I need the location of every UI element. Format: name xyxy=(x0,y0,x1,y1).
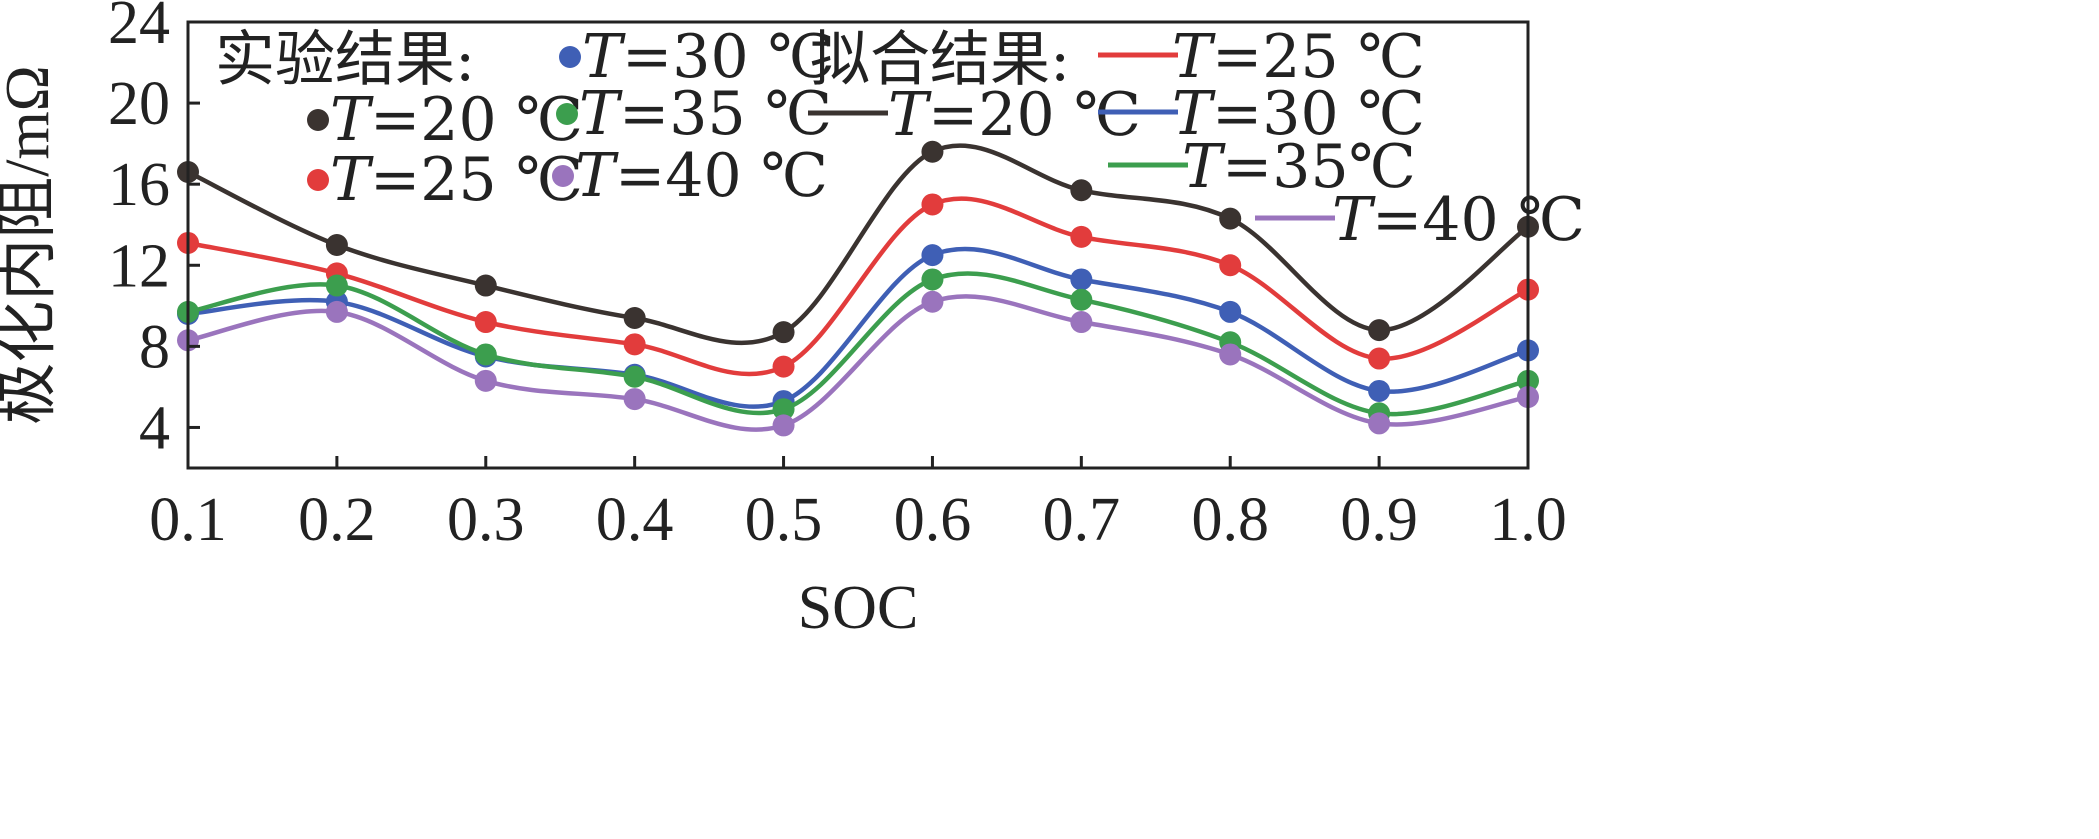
x-tick-label: 1.0 xyxy=(1489,486,1567,554)
data-point-series-1 xyxy=(623,333,646,356)
legend-entry-experimental-text: =25 ℃ xyxy=(370,145,583,215)
data-point-series-2 xyxy=(921,244,944,267)
legend-entry-experimental: T=30 ℃ xyxy=(582,22,835,92)
x-tick-label: 0.5 xyxy=(745,486,823,554)
legend-entry-fitted: T=35℃ xyxy=(1182,132,1416,202)
data-point-series-0 xyxy=(474,274,497,297)
legend-entry-fitted-text: =20 ℃ xyxy=(928,80,1141,150)
fit-line-series-0 xyxy=(187,143,1530,346)
fit-line-series-1 xyxy=(187,196,1529,377)
data-point-series-1 xyxy=(1219,254,1242,277)
data-point-series-4 xyxy=(623,388,646,411)
fit-line-series-3 xyxy=(187,271,1529,417)
legend-entry-fitted-prefix: T xyxy=(1172,22,1216,92)
data-point-series-4 xyxy=(921,290,944,313)
legend-entry-fitted: T=20 ℃ xyxy=(888,80,1141,150)
data-point-series-0 xyxy=(1219,207,1242,230)
legend-entry-experimental-prefix: T xyxy=(330,145,374,215)
legend-entry-fitted-prefix: T xyxy=(888,80,932,150)
x-tick-label: 0.4 xyxy=(596,486,674,554)
x-tick-label: 0.8 xyxy=(1191,486,1269,554)
data-point-series-2 xyxy=(1219,300,1242,323)
x-axis-title: SOC xyxy=(798,574,919,642)
data-point-series-3 xyxy=(623,365,646,388)
axes-group: 0.1 0.2 0.3 0.4 0.5 0.6 0.7 0.8 0.9 1.0 4 8 12 16 20 24 xyxy=(108,0,1567,554)
legend-entry-experimental-text: =35 ℃ xyxy=(619,79,832,149)
y-tick-label: 8 xyxy=(139,313,170,381)
data-point-series-4 xyxy=(474,369,497,392)
legend: 实验结果: 拟合结果:T=20 ℃T=25 ℃T=30 ℃T=35 ℃T=40 ℃… xyxy=(215,22,1585,255)
data-point-series-1 xyxy=(474,311,497,334)
legend-marker-experimental xyxy=(307,109,329,131)
legend-entry-fitted: T=30 ℃ xyxy=(1172,79,1425,149)
data-point-series-0 xyxy=(623,306,646,329)
y-tick-label: 20 xyxy=(108,70,170,138)
data-point-series-3 xyxy=(474,343,497,366)
data-point-series-0 xyxy=(325,234,348,256)
legend-entry-experimental-prefix: T xyxy=(579,79,623,149)
legend-marker-experimental xyxy=(559,46,581,68)
legend-entry-fitted: T=40 ℃ xyxy=(1332,185,1585,255)
x-tick-label: 0.2 xyxy=(298,486,376,554)
data-point-series-3 xyxy=(1070,288,1093,311)
plot-area-frame xyxy=(186,20,1530,470)
data-point-series-0 xyxy=(921,140,944,163)
x-tick-label: 0.6 xyxy=(894,486,972,554)
data-point-series-1 xyxy=(772,355,795,378)
data-point-series-3 xyxy=(772,398,795,421)
data-point-series-3 xyxy=(325,274,348,297)
data-point-series-1 xyxy=(1070,225,1093,248)
fit-line-series-4 xyxy=(187,294,1529,432)
data-point-series-4 xyxy=(772,414,795,437)
series-group xyxy=(177,140,1539,437)
x-tick-label: 0.7 xyxy=(1043,486,1121,554)
legend-entry-experimental-text: =30 ℃ xyxy=(622,22,835,92)
data-point-series-3 xyxy=(921,268,944,291)
y-tick-label: 24 xyxy=(108,0,170,57)
data-point-series-2 xyxy=(1070,268,1093,291)
legend-entry-fitted-prefix: T xyxy=(1172,79,1216,149)
legend-entry-experimental: T=20 ℃ xyxy=(330,85,583,155)
legend-entry-fitted-prefix: T xyxy=(1332,185,1376,255)
legend-entry-experimental-prefix: T xyxy=(330,85,374,155)
legend-marker-experimental xyxy=(552,165,574,187)
data-point-series-0 xyxy=(1070,179,1093,202)
fit-line-series-2 xyxy=(187,246,1529,409)
x-tick-label: 0.9 xyxy=(1340,486,1418,554)
legend-entry-fitted: T=25 ℃ xyxy=(1172,22,1425,92)
legend-entry-experimental-prefix: T xyxy=(575,141,619,211)
data-point-series-4 xyxy=(325,300,348,323)
x-tick-label: 0.1 xyxy=(149,486,227,554)
y-tick-label: 12 xyxy=(108,232,170,300)
legend-entry-experimental-text: =20 ℃ xyxy=(370,85,583,155)
legend-entry-experimental-prefix: T xyxy=(582,22,626,92)
legend-entry-experimental: T=25 ℃ xyxy=(330,145,583,215)
legend-entry-experimental-text: =40 ℃ xyxy=(615,141,828,211)
legend-marker-experimental xyxy=(307,169,329,191)
legend-entry-fitted-text: =25 ℃ xyxy=(1212,22,1425,92)
legend-experimental-title: 实验结果: xyxy=(215,25,475,95)
data-point-series-4 xyxy=(1219,343,1242,366)
legend-fitted-title: 拟合结果: xyxy=(810,25,1070,95)
legend-marker-experimental xyxy=(556,103,578,125)
data-point-series-2 xyxy=(1368,379,1391,402)
legend-entry-fitted-prefix: T xyxy=(1182,132,1226,202)
data-point-series-4 xyxy=(1070,311,1093,334)
data-point-series-0 xyxy=(1368,319,1391,342)
legend-entry-fitted-text: =30 ℃ xyxy=(1212,79,1425,149)
legend-entry-fitted-text: =35℃ xyxy=(1222,132,1416,202)
legend-entry-experimental: T=35 ℃ xyxy=(579,79,832,149)
data-point-series-4 xyxy=(1368,412,1391,435)
legend-entry-experimental: T=40 ℃ xyxy=(575,141,828,211)
data-point-series-0 xyxy=(772,321,795,344)
y-tick-label: 4 xyxy=(139,394,170,462)
x-tick-label: 0.3 xyxy=(447,486,525,554)
y-axis-title: 极化内阻/mΩ xyxy=(0,65,62,425)
data-point-series-1 xyxy=(1368,347,1391,370)
data-point-series-1 xyxy=(921,193,944,216)
y-tick-label: 16 xyxy=(108,151,170,219)
legend-entry-fitted-text: =40 ℃ xyxy=(1372,185,1585,255)
